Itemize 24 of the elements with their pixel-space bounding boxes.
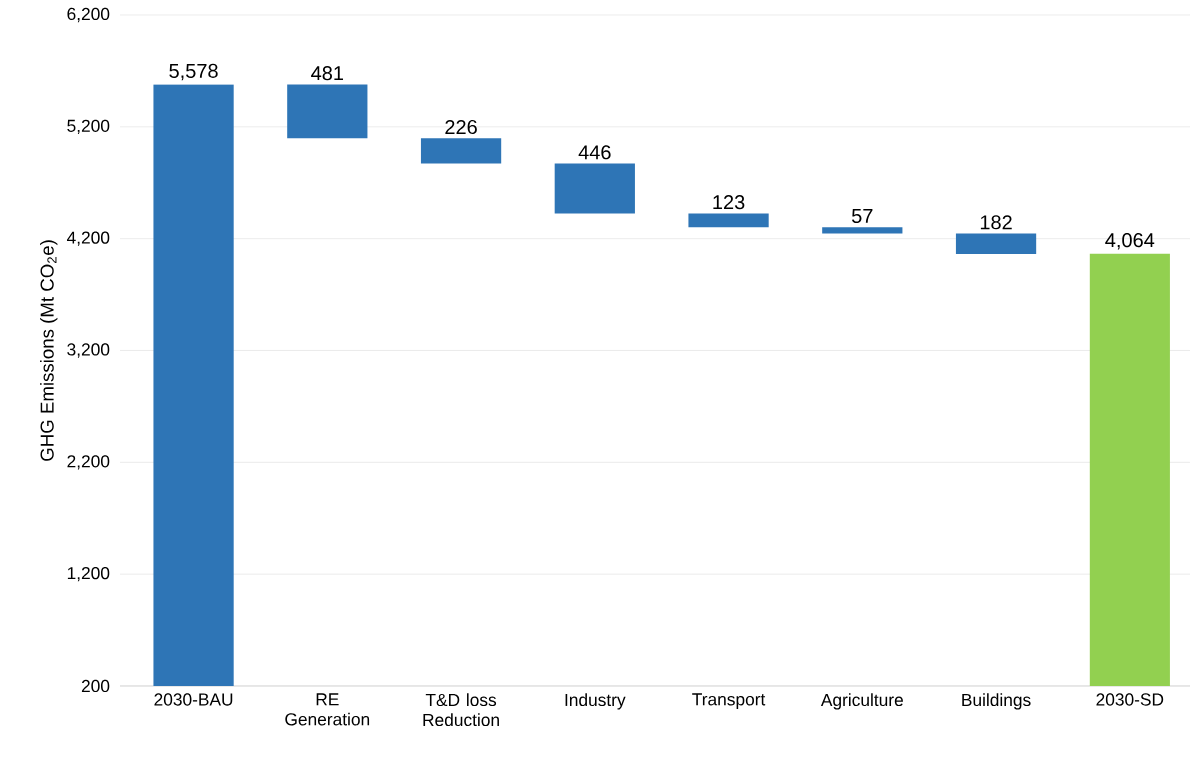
y-tick-label: 1,200 [67, 566, 110, 582]
x-tick-label: Transport [692, 693, 766, 709]
x-tick-label: 2030-SD [1096, 693, 1164, 706]
y-tick-label: 4,200 [66, 231, 110, 246]
y-axis-title: GHG Emissions (Mt CO$_{2}$e) [40, 240, 58, 461]
y-tick-label: 3,200 [67, 343, 110, 358]
x-tick-label: Agriculture [820, 693, 903, 710]
y-tick-label: 200 [81, 679, 110, 693]
y-tick-label: 5,200 [67, 119, 110, 134]
data-label: 57 [851, 209, 873, 223]
y-tick-label: 6,200 [67, 7, 110, 23]
data-label: 4,064 [1105, 233, 1155, 250]
x-tick-label: RE Generation [285, 693, 370, 726]
data-label: 481 [311, 66, 344, 81]
x-tick-label: Buildings [962, 693, 1031, 710]
x-tick-label: Industry [565, 693, 626, 710]
x-tick-label: T&D loss Reduction [423, 693, 499, 727]
data-label: 446 [578, 145, 611, 160]
data-label: 123 [713, 195, 745, 210]
x-tick-label: 2030-BAU [154, 693, 233, 706]
y-tick-label: 2,200 [67, 455, 110, 470]
data-label: 5,578 [169, 63, 218, 81]
data-label: 226 [445, 119, 477, 135]
data-label: 182 [980, 215, 1012, 230]
